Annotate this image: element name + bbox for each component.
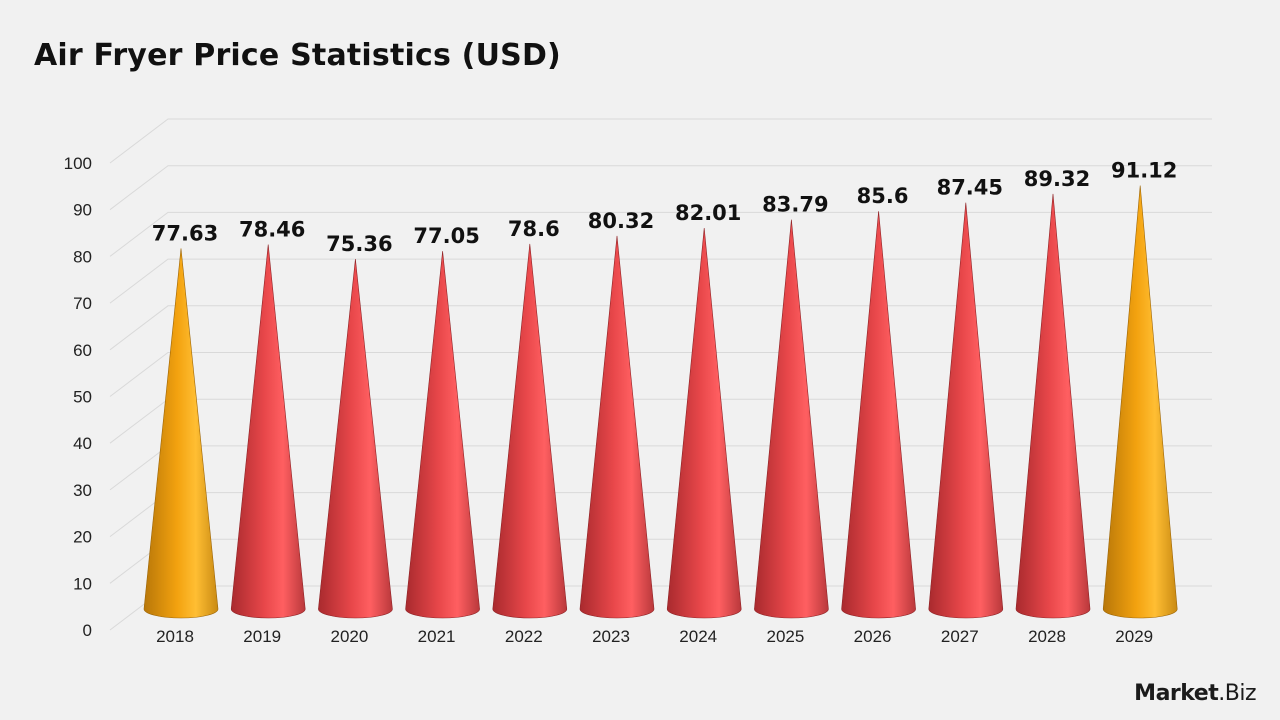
y-tick-label: 0 [83,621,92,640]
x-tick-label-2025: 2025 [766,627,804,646]
data-label-2022: 78.6 [508,217,560,241]
logo-text-bold: Market [1134,681,1219,706]
data-label-2028: 89.32 [1024,167,1090,191]
x-tick-label-2020: 2020 [330,627,368,646]
logo-text-rest: .Biz [1218,681,1256,706]
cone-bar-2019 [230,244,306,619]
x-tick-label-2024: 2024 [679,627,717,646]
x-axis-labels: 2018 2019 2020 2021 2022 2023 2024 2025 2026 2027… [156,627,1153,646]
cone-bar-2028 [1015,193,1091,619]
cone-bar-2023 [579,235,655,619]
y-tick-label: 30 [73,481,92,500]
x-tick-label-2021: 2021 [418,627,456,646]
cone-bar-2024 [666,227,742,619]
data-label-2025: 83.79 [762,193,828,217]
x-tick-label-2026: 2026 [854,627,892,646]
cone-bar-2021 [405,251,480,619]
y-tick-label: 50 [73,388,92,407]
data-label-2026: 85.6 [857,184,909,208]
data-labels: 77.63 78.46 75.36 77.05 78.6 80.32 82.01 83.79 8… [152,158,1178,256]
cone-bar-2025 [754,219,829,619]
data-label-2029: 91.12 [1111,158,1177,182]
chart-title: Air Fryer Price Statistics (USD) [34,38,561,73]
x-tick-label-2023: 2023 [592,627,630,646]
data-label-2024: 82.01 [675,201,741,225]
marketbiz-logo: Market .Biz [1134,681,1256,706]
y-tick-label: 60 [73,341,92,360]
data-label-2018: 77.63 [152,221,218,245]
grid-line [109,211,1212,257]
grid-line [109,258,1212,304]
grid-line [109,118,1212,164]
data-label-2021: 77.05 [413,224,479,248]
y-tick-label: 10 [73,574,92,593]
y-tick-label: 70 [73,294,92,313]
cone-bar-2026 [841,211,916,619]
y-tick-label: 40 [73,434,92,453]
y-tick-label: 80 [73,247,92,266]
grid-line [109,165,1212,211]
data-label-2019: 78.46 [239,218,305,242]
grid-line [109,305,1212,351]
cone-bars [143,185,1178,619]
data-label-2023: 80.32 [588,209,654,233]
cone-bar-2020 [318,259,393,619]
y-tick-label: 90 [73,201,92,220]
y-axis-ticks: 0 10 20 30 40 50 60 70 80 90 100 [64,154,92,640]
x-tick-label-2028: 2028 [1028,627,1066,646]
cone-bar-2018 [143,248,219,619]
x-tick-label-2018: 2018 [156,627,194,646]
cone-bar-2022 [492,243,568,619]
x-tick-label-2027: 2027 [941,627,979,646]
y-tick-label: 20 [73,528,92,547]
y-tick-label: 100 [64,154,92,173]
x-tick-label-2019: 2019 [243,627,281,646]
cone-bar-2027 [928,202,1004,619]
data-label-2020: 75.36 [326,232,392,256]
x-tick-label-2029: 2029 [1115,627,1153,646]
data-label-2027: 87.45 [937,176,1003,200]
grid-line [109,352,1212,397]
cone-bar-2029 [1102,185,1178,619]
x-tick-label-2022: 2022 [505,627,543,646]
